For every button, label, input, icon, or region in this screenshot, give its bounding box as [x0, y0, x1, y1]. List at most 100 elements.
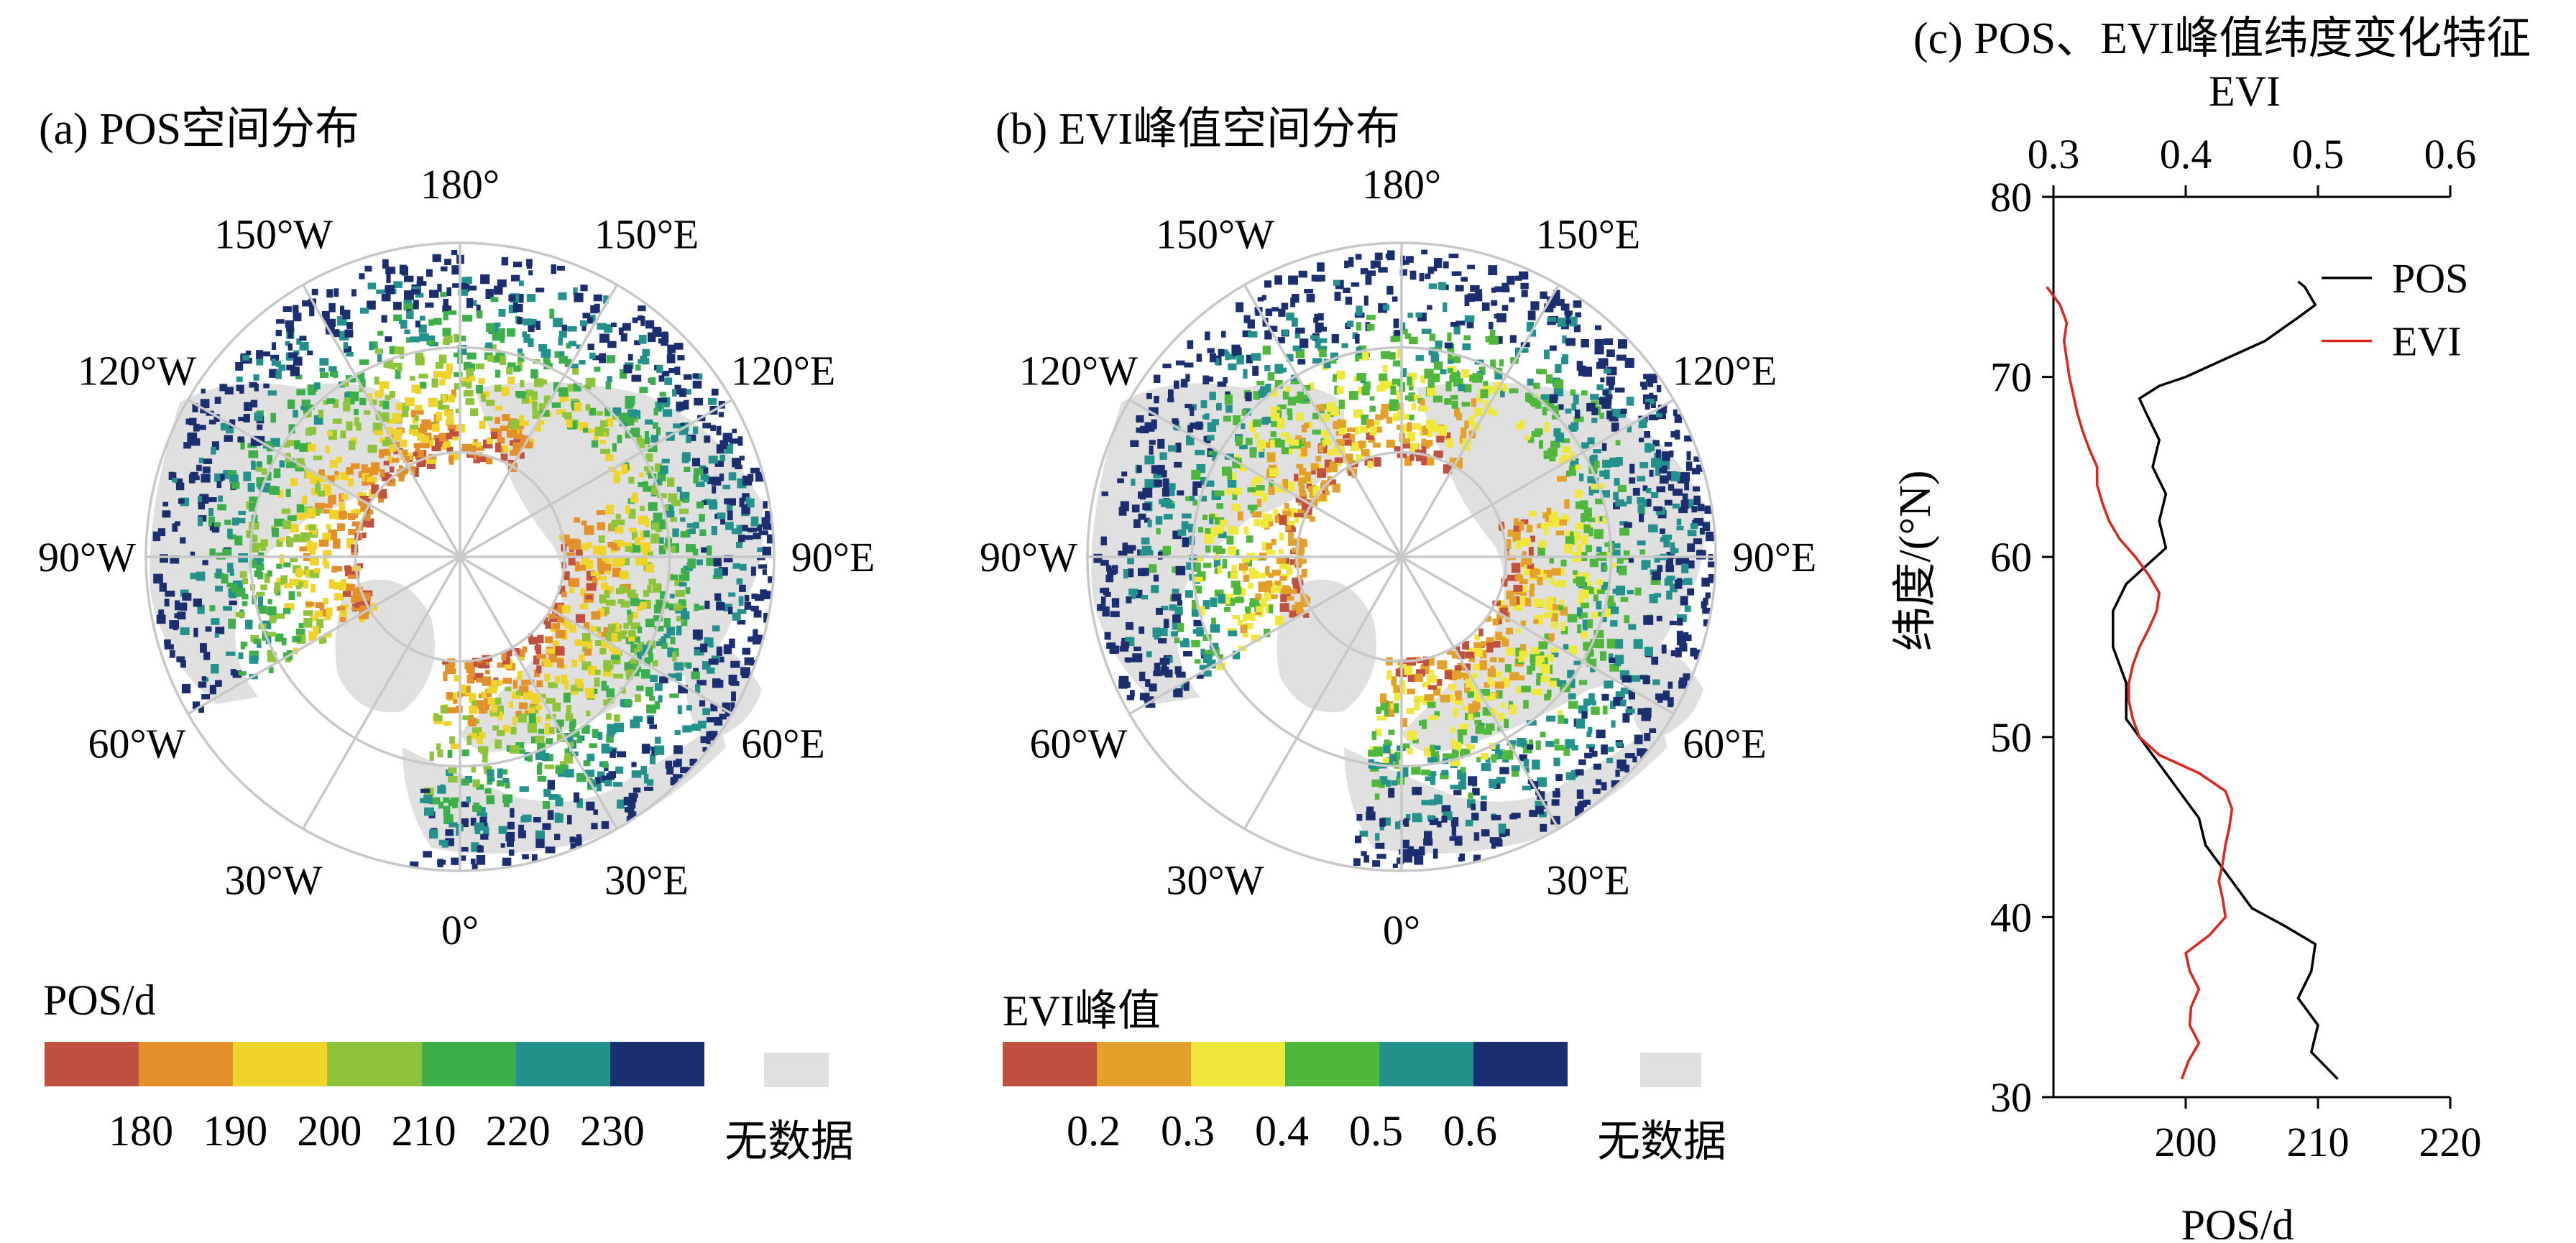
evi-pixel — [1177, 600, 1182, 606]
evi-pixel — [1447, 368, 1453, 374]
pos-pixel — [420, 435, 430, 443]
pos-pixel — [249, 546, 255, 553]
pos-pixel — [436, 743, 441, 750]
pos-pixel — [601, 639, 608, 647]
pos-pixel — [610, 543, 618, 550]
evi-pixel — [1387, 250, 1395, 261]
evi-pixel — [1250, 612, 1256, 622]
evi-meridian — [1243, 556, 1403, 830]
pos-pixel — [695, 684, 701, 693]
evi-pixel — [1594, 338, 1604, 348]
evi-pixel — [1450, 817, 1459, 827]
pos-pixel — [680, 767, 689, 774]
evi-pixel — [1395, 821, 1402, 830]
evi-pixel — [1473, 663, 1482, 671]
evi-pixel — [1298, 270, 1307, 278]
evi-pixel — [1281, 302, 1289, 310]
evi-pixel — [1646, 488, 1652, 494]
pos-pixel — [444, 259, 451, 265]
evi-longitude-label: 60°E — [1683, 721, 1767, 767]
pos-pixel — [180, 497, 190, 507]
pos-pixel — [327, 431, 333, 436]
pos-pixel — [494, 322, 501, 327]
pos-pixel — [382, 400, 390, 410]
pos-pixel — [663, 618, 671, 628]
evi-pixel — [1258, 581, 1269, 588]
evi-pixel — [1471, 685, 1478, 693]
evi-pixel — [1100, 536, 1107, 545]
pos-pixel — [208, 420, 216, 425]
evi-pixel — [1141, 595, 1149, 600]
evi-pixel — [1691, 506, 1698, 513]
pos-pixel — [750, 660, 756, 666]
pos-pixel — [632, 531, 638, 540]
evi-pixel — [1402, 767, 1409, 777]
evi-longitude-label: 60°W — [1030, 721, 1128, 767]
evi-pixel — [1431, 424, 1439, 432]
evi-pixel — [1381, 351, 1391, 359]
evi-pixel — [1325, 413, 1330, 421]
evi-pixel — [1449, 836, 1458, 841]
pos-pixel — [604, 590, 610, 599]
evi-pixel — [1557, 680, 1567, 687]
pos-pixel — [663, 409, 673, 417]
evi-pixel — [1399, 819, 1407, 826]
pos-pixel — [515, 303, 523, 313]
pos-pixel — [758, 564, 768, 569]
pos-pixel — [696, 559, 703, 565]
pos-pixel — [625, 505, 630, 514]
evi-pixel — [1296, 412, 1304, 421]
evi-pixel — [1310, 335, 1320, 340]
evi-pixel — [1207, 435, 1215, 441]
evi-pixel — [1586, 402, 1596, 412]
pos-pixel — [280, 575, 288, 585]
pos-pixel — [428, 398, 438, 407]
evi-pixel — [1600, 651, 1607, 661]
pos-pixel — [367, 282, 376, 290]
pos-pixel — [656, 402, 662, 412]
evi-pixel — [1194, 659, 1201, 664]
evi-pixel — [1578, 473, 1584, 481]
pos-pixel — [702, 500, 707, 505]
pos-pixel — [379, 381, 389, 389]
pos-pixel — [540, 348, 551, 358]
pos-pixel — [637, 652, 642, 662]
pos-pixel — [558, 292, 567, 300]
evi-pixel — [1205, 413, 1210, 420]
evi-pixel — [1163, 619, 1169, 628]
pos-pixel — [466, 368, 474, 379]
evi-pixel — [1356, 454, 1363, 462]
evi-pixel — [1559, 568, 1565, 576]
evi-pixel — [1592, 788, 1601, 794]
pos-pixel — [553, 640, 559, 650]
pos-pixel — [604, 324, 613, 333]
pos-pixel — [605, 454, 614, 461]
pos-pixel — [220, 422, 226, 431]
evi-pixel — [1275, 615, 1284, 626]
pos-pixel — [456, 830, 461, 836]
evi-pixel — [1322, 440, 1332, 445]
evi-pixel — [1609, 414, 1619, 422]
evi-pixel — [1282, 391, 1289, 400]
pos-pixel — [685, 587, 691, 594]
evi-pixel — [1467, 691, 1474, 698]
evi-pixel — [1660, 528, 1665, 534]
pos-pixel — [415, 352, 424, 361]
evi-pixel — [1319, 348, 1327, 358]
pos-pixel — [276, 563, 282, 569]
pos-pixel — [333, 582, 342, 590]
pos-pixel — [490, 297, 499, 302]
pos-pixel — [371, 484, 379, 494]
evi-pixel — [1601, 693, 1609, 701]
pos-pixel — [448, 767, 457, 774]
evi-pixel — [1675, 647, 1682, 657]
evi-pixel — [1358, 345, 1366, 353]
pos-pixel — [334, 593, 344, 601]
evi-pixel — [1702, 607, 1711, 614]
pos-pixel — [537, 634, 544, 644]
pos-pixel — [738, 596, 744, 606]
pos-pixel — [686, 435, 691, 443]
evi-pixel — [1283, 481, 1289, 491]
pos-pixel — [302, 512, 308, 519]
evi-pixel — [1669, 450, 1674, 458]
